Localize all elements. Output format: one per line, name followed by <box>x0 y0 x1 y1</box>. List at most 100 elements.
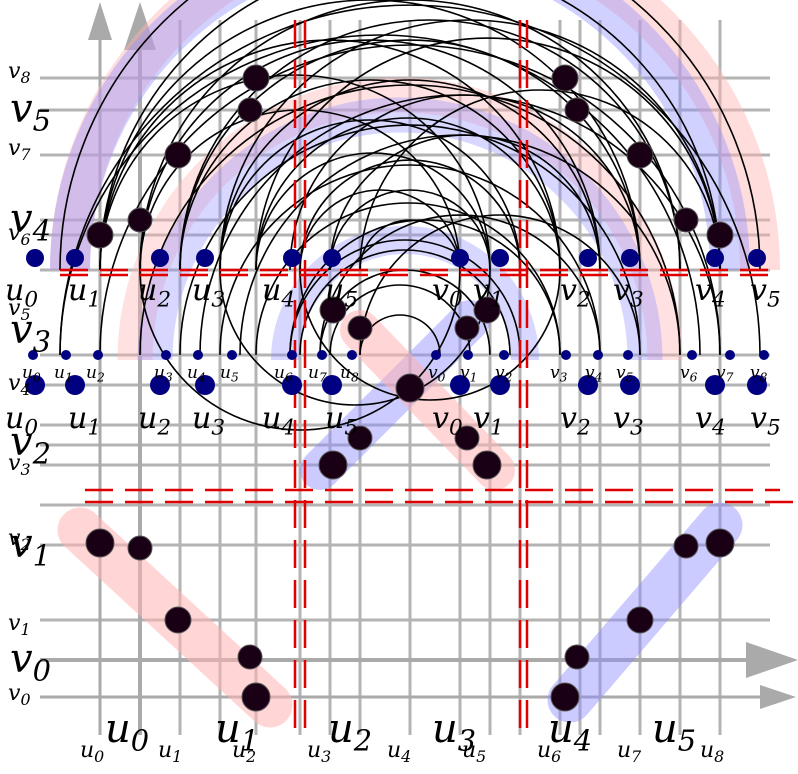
tiny-label-10: v1 <box>460 363 477 385</box>
row-label-b-0: u0 <box>5 401 38 440</box>
arch-band-blue-inner <box>137 97 663 361</box>
tiny-label-8: u8 <box>340 363 359 385</box>
blue-dot-row1-0 <box>26 249 44 267</box>
tiny-label-0: u0 <box>22 363 41 385</box>
left-label-small-2: v2 <box>8 526 31 554</box>
tiny-label-14: v5 <box>616 363 634 385</box>
blue-dot-row1-2 <box>151 249 169 267</box>
row-label-b-11: v5 <box>750 401 781 440</box>
tiny-label-12: v3 <box>550 363 568 385</box>
arc-edge-30 <box>139 109 461 271</box>
blue-dot-row1-10 <box>706 249 724 267</box>
row-label-b-7: v1 <box>473 401 504 440</box>
arc-edge-41 <box>139 269 461 431</box>
blue-dot-small-17 <box>759 350 769 360</box>
bottom-label-large-3: u3 <box>432 706 476 758</box>
vertex-dot-11 <box>564 644 590 670</box>
tiny-label-6: u6 <box>274 363 293 385</box>
bottom-label-large-2: u2 <box>328 706 372 758</box>
arc-edge-18 <box>289 239 521 356</box>
left-label-large-4: v4 <box>10 196 51 248</box>
bottom-label-small-7: u7 <box>617 738 642 766</box>
row-label-b-3: u3 <box>192 401 225 440</box>
row-label-a-1: u1 <box>68 273 101 312</box>
arc-edges <box>59 0 761 431</box>
blue-dot-small-10 <box>463 350 473 360</box>
tiny-label-16: v7 <box>716 363 734 385</box>
bottom-label-large-0: u0 <box>105 706 149 758</box>
row-label-a-5: u5 <box>325 273 358 312</box>
bottom-label-small-1: u1 <box>158 738 182 766</box>
vertex-dots <box>25 64 769 712</box>
arc-edge-20 <box>299 159 521 271</box>
vertex-dot-5 <box>318 450 348 480</box>
tiny-label-11: v2 <box>495 363 513 385</box>
vertex-dot-15 <box>242 64 270 92</box>
bottom-label-large-5: u5 <box>652 706 696 758</box>
left-label-large-0: v0 <box>10 636 51 688</box>
blue-dot-row1-8 <box>579 249 597 267</box>
blue-dot-small-14 <box>623 350 633 360</box>
vertex-dot-27 <box>454 315 480 341</box>
row-label-b-5: u5 <box>325 401 358 440</box>
row-label-b-1: u1 <box>68 401 101 440</box>
vertex-dot-13 <box>673 533 699 559</box>
blue-dot-row1-7 <box>491 249 509 267</box>
vertex-dot-25 <box>319 296 347 324</box>
blue-dot-row2-10 <box>705 375 725 395</box>
blue-dot-row2-9 <box>620 375 640 395</box>
y-arrow-small-icon <box>88 2 112 40</box>
vertex-dot-20 <box>551 64 579 92</box>
left-label-small-5: v5 <box>8 296 31 324</box>
arc-edge-3 <box>219 79 601 271</box>
arc-edge-14 <box>219 164 601 356</box>
blue-dot-row1-6 <box>451 249 469 267</box>
blue-dot-row1-4 <box>283 249 301 267</box>
blue-dot-small-7 <box>317 350 327 360</box>
left-label-small-1: v1 <box>8 611 31 639</box>
blue-dot-row2-0 <box>25 375 45 395</box>
x-arrow-large-icon <box>746 642 798 678</box>
row-label-a-10: v4 <box>695 273 726 312</box>
bottom-label-small-3: u3 <box>307 738 331 766</box>
left-label-small-3: v3 <box>8 451 31 479</box>
arc-edge-21 <box>329 189 491 271</box>
blue-dot-row2-8 <box>578 375 598 395</box>
vertex-dot-9 <box>472 450 502 480</box>
vertex-dot-26 <box>347 315 373 341</box>
row-label-a-8: v2 <box>560 273 591 312</box>
x-arrow-small-icon <box>760 685 796 709</box>
left-label-large-1: v1 <box>10 521 51 573</box>
blue-dot-small-6 <box>287 350 297 360</box>
blue-dot-row2-4 <box>282 375 302 395</box>
arc-edge-9 <box>59 0 761 271</box>
left-label-small-6: v6 <box>8 221 31 249</box>
vertex-dot-8 <box>454 425 480 451</box>
vertex-dot-22 <box>626 141 654 169</box>
left-label-small-7: v7 <box>8 136 31 164</box>
bottom-label-small-6: u6 <box>537 738 561 766</box>
arc-edge-15 <box>255 202 561 356</box>
vertex-dot-18 <box>127 207 153 233</box>
row-label-a-11: v5 <box>750 273 781 312</box>
tiny-label-13: v4 <box>585 363 602 385</box>
arch-band-blue-outer <box>50 0 750 271</box>
arc-edge-35 <box>59 34 701 356</box>
blue-dot-row1-1 <box>66 249 84 267</box>
row-label-b-6: v0 <box>432 401 463 440</box>
vertex-dot-6 <box>347 425 373 451</box>
blue-dot-small-0 <box>28 350 38 360</box>
blue-dot-row2-5 <box>322 375 342 395</box>
left-label-small-4: v4 <box>8 371 31 399</box>
bottom-label-small-8: u8 <box>700 738 724 766</box>
row-label-b-2: u2 <box>138 401 171 440</box>
blue-dot-small-16 <box>725 350 735 360</box>
blue-dot-row1-3 <box>196 249 214 267</box>
blue-dot-small-9 <box>431 350 441 360</box>
vertex-dot-23 <box>673 207 699 233</box>
vertex-dot-3 <box>237 644 263 670</box>
arc-edge-2 <box>179 39 641 271</box>
tiny-label-7: u7 <box>308 363 327 385</box>
row-label-b-9: v3 <box>613 401 644 440</box>
left-label-large-2: v2 <box>10 419 51 471</box>
